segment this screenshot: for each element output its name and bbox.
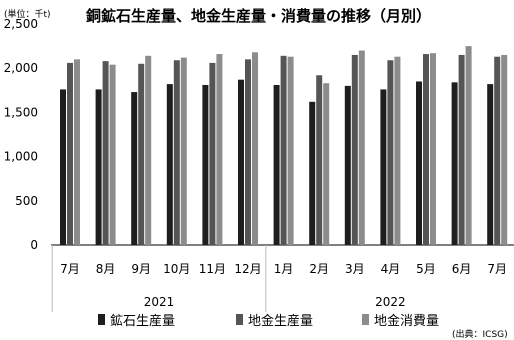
bar-series-3 — [358, 50, 365, 245]
bar-series-2 — [173, 60, 180, 245]
year-label: 2022 — [375, 295, 406, 309]
y-tick-label: 1,500 — [4, 105, 38, 119]
bar-series-3 — [145, 55, 152, 245]
x-tick-label: 2月 — [309, 262, 329, 276]
bar-series-3 — [109, 64, 116, 245]
bar-series-3 — [465, 46, 472, 245]
bar-series-2 — [102, 61, 109, 246]
bar-series-1 — [202, 84, 209, 245]
bar-series-3 — [252, 52, 258, 246]
x-tick-label: 1月 — [274, 262, 294, 276]
x-tick-label: 10月 — [163, 262, 190, 276]
bar-series-1 — [95, 89, 102, 245]
x-tick-label: 7月 — [60, 262, 80, 276]
bar-series-1 — [487, 84, 494, 245]
x-tick-label: 8月 — [96, 262, 116, 276]
bar-series-2 — [138, 63, 145, 245]
bar-series-2 — [245, 59, 251, 245]
x-tick-label: 6月 — [452, 262, 472, 276]
bar-series-1 — [344, 85, 351, 245]
bar-series-2 — [423, 54, 429, 245]
x-tick-label: 4月 — [381, 262, 401, 276]
bar-series-1 — [238, 79, 244, 245]
bar-series-1 — [166, 84, 173, 245]
y-axis-ticks: 0 500 1,000 1,500 2,000 2,500 — [4, 17, 38, 252]
bars-group — [60, 46, 508, 246]
bar-series-3 — [287, 56, 294, 245]
legend-label: 地金生産量 — [248, 313, 313, 329]
bar-series-2 — [458, 54, 465, 245]
x-tick-label: 7月 — [487, 262, 507, 276]
bar-series-2 — [67, 62, 73, 246]
year-label: 2021 — [144, 295, 175, 309]
bar-series-1 — [451, 82, 458, 246]
bar-series-1 — [273, 84, 280, 245]
legend-label: 地金消費量 — [374, 313, 439, 329]
legend-swatch — [362, 314, 369, 325]
bar-series-2 — [351, 54, 358, 245]
y-tick-label: 2,000 — [4, 61, 38, 75]
bar-series-2 — [494, 56, 501, 245]
x-tick-label: 12月 — [234, 262, 261, 276]
x-tick-label: 5月 — [416, 262, 436, 276]
y-tick-label: 1,000 — [4, 150, 38, 164]
legend-swatch — [98, 314, 105, 325]
legend-swatch — [236, 314, 243, 325]
bar-series-1 — [60, 89, 66, 245]
bar-series-3 — [501, 54, 508, 245]
bar-series-3 — [323, 83, 330, 245]
y-tick-label: 500 — [15, 194, 38, 208]
bar-series-2 — [280, 55, 287, 245]
bar-series-1 — [309, 101, 316, 246]
bar-series-1 — [380, 89, 387, 245]
bar-series-3 — [216, 54, 223, 245]
x-tick-label: 11月 — [199, 262, 226, 276]
unit-label: (単位：千t) — [4, 8, 51, 20]
x-tick-label: 9月 — [131, 262, 151, 276]
bar-series-3 — [180, 57, 187, 246]
legend-label: 鉱石生産量 — [110, 313, 175, 329]
bar-series-3 — [74, 59, 80, 245]
bar-series-2 — [316, 75, 323, 245]
x-tick-label: 3月 — [345, 262, 365, 276]
bar-series-3 — [430, 53, 436, 246]
chart-title: 銅鉱石生産量、地金生産量・消費量の推移（月別） — [86, 7, 431, 25]
source-note: (出典：ICSG) — [452, 328, 508, 340]
y-tick-label: 0 — [30, 238, 38, 252]
bar-series-1 — [416, 81, 422, 246]
x-axis-ticks: 7月 8月 9月 10月 11月 12月 1月 2月 3月 4月 5月 6月 7月 — [60, 262, 507, 276]
bar-series-2 — [387, 60, 394, 245]
year-labels: 2021 2022 — [51, 245, 406, 312]
legend: 鉱石生産量 地金生産量 地金消費量 — [98, 313, 439, 329]
bar-series-3 — [394, 56, 401, 245]
y-tick-label: 2,500 — [4, 17, 38, 31]
bar-series-1 — [131, 92, 138, 246]
bar-series-2 — [209, 62, 216, 246]
